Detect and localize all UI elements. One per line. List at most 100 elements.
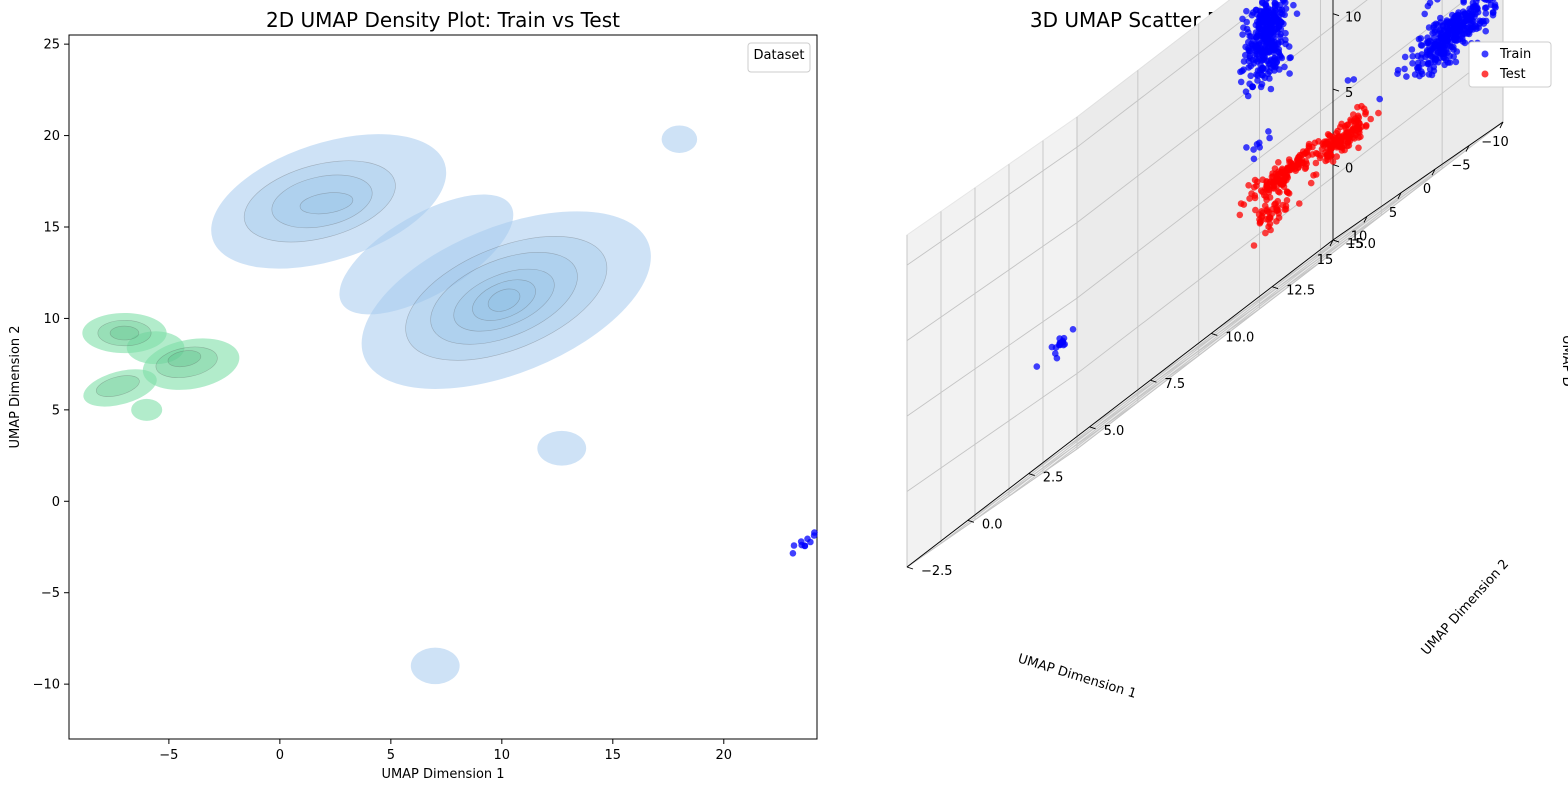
density-y-tick-label: 5 [52, 403, 60, 418]
density-x-tick-label: 20 [716, 748, 733, 763]
point-train [1443, 17, 1451, 24]
density-y-tick-label: −5 [41, 586, 60, 601]
point-train [1376, 95, 1383, 103]
point-test [1312, 159, 1320, 167]
point-test [1351, 135, 1358, 142]
point-train [1437, 14, 1444, 22]
axis-z-tick-label: −5 [1345, 237, 1364, 252]
density-contour-test-l0-r2 [83, 369, 157, 407]
point-train [1422, 53, 1429, 61]
grid-x-floor [1008, 168, 1436, 497]
point-test [1251, 194, 1259, 202]
point-train [1430, 67, 1438, 75]
axis-y-tick-mark [1211, 333, 1218, 336]
point-train [1265, 0, 1271, 1]
point-test [1273, 218, 1280, 225]
point-train [1430, 24, 1437, 32]
point-test [1334, 127, 1341, 135]
axis-z-tick-label: 10 [1345, 11, 1362, 26]
density-contour-train-l4-r0 [472, 279, 536, 321]
point-train [1401, 65, 1408, 73]
point-test [1295, 156, 1302, 163]
point-train [1270, 46, 1278, 53]
grid-x-floor [974, 192, 1402, 521]
density-contour-test-l1-r2 [95, 375, 140, 397]
point-test [1237, 200, 1245, 207]
point-train [1267, 85, 1275, 93]
point-train [1482, 10, 1490, 17]
axis-x-tick-mark [1431, 168, 1436, 176]
grid-z-backwall [1076, 121, 1504, 450]
point-test [1274, 203, 1281, 211]
scatter3d-axes: −10−5051015−2.50.02.55.07.510.012.515.0−… [906, 0, 1509, 579]
axis-y-tick-label: 5.0 [1104, 424, 1125, 439]
point-train [1248, 40, 1255, 48]
grid-z-leftwall [906, 297, 1078, 417]
density-y-tick-label: 20 [43, 129, 60, 144]
density-legend: Dataset [747, 42, 811, 73]
point-train [1290, 1, 1297, 9]
density-contour-test-l1-r1 [155, 346, 218, 378]
point-test [1341, 123, 1349, 130]
density-plot: 2D UMAP Density Plot: Train vs Test −5 0 5… [8, 8, 818, 782]
point-train [1256, 12, 1264, 20]
point-train [1271, 55, 1279, 62]
point-test [1252, 206, 1259, 214]
point-train [1449, 11, 1456, 19]
point-train [1468, 17, 1476, 25]
axis-z-tick-label: 5 [1345, 86, 1353, 101]
point-train [1253, 71, 1260, 78]
point-train [1257, 83, 1265, 91]
density-contour-train-l2-r1 [271, 174, 373, 229]
point-test [1263, 182, 1271, 190]
point-test [1355, 144, 1362, 152]
density-contour-train-l0-r3 [537, 430, 587, 466]
point-train [1350, 76, 1358, 83]
point-train [1277, 53, 1284, 60]
point-train [1243, 144, 1250, 151]
density-x-tick-label: 10 [494, 748, 511, 763]
point-train [1048, 343, 1056, 351]
grid-y-floor [1211, 215, 1382, 334]
scatter3d-z-label: UMAP D [1559, 335, 1568, 387]
point-train [1286, 54, 1293, 62]
axis-x-tick-label: 5 [1389, 206, 1397, 221]
point-test [1345, 135, 1352, 142]
point-train [1482, 4, 1490, 11]
point-train [1440, 50, 1448, 58]
point-train [1403, 73, 1410, 80]
point-test [1342, 129, 1350, 137]
axis-x-tick-mark [1465, 145, 1470, 152]
point-train [1473, 0, 1480, 5]
point-test [1245, 182, 1252, 189]
point-test [1312, 171, 1320, 178]
point-train [1060, 334, 1068, 342]
point-test [1312, 149, 1320, 157]
density-contours [82, 125, 698, 685]
axis-y-tick-mark [906, 566, 914, 570]
point-test [1258, 208, 1265, 215]
point-test [1333, 153, 1340, 160]
grid-z-leftwall [906, 222, 1078, 342]
point-train [807, 538, 814, 546]
point-test [1271, 165, 1279, 172]
axis-x-tick-label: 15 [1317, 253, 1334, 268]
point-train [1276, 66, 1283, 73]
point-test [1273, 175, 1281, 183]
point-test [1262, 229, 1269, 237]
point-train [1408, 46, 1416, 53]
point-test [1307, 179, 1315, 187]
point-test [1354, 122, 1361, 130]
point-train [1255, 32, 1262, 39]
density-contour-test-l0-r3 [131, 398, 163, 421]
point-train [1052, 350, 1059, 357]
axis-x-tick-label: 10 [1351, 229, 1368, 244]
point-test [1296, 200, 1303, 207]
axis-x-tick-label: −10 [1481, 135, 1508, 150]
axis-y-tick-mark [967, 519, 974, 523]
point-train [1069, 326, 1077, 333]
density-legend-box [747, 42, 811, 73]
grid-y-floor [1150, 261, 1321, 381]
legend-marker-train [1481, 50, 1489, 58]
scatter3d-y-label: UMAP Dimension 2 [1419, 557, 1513, 659]
